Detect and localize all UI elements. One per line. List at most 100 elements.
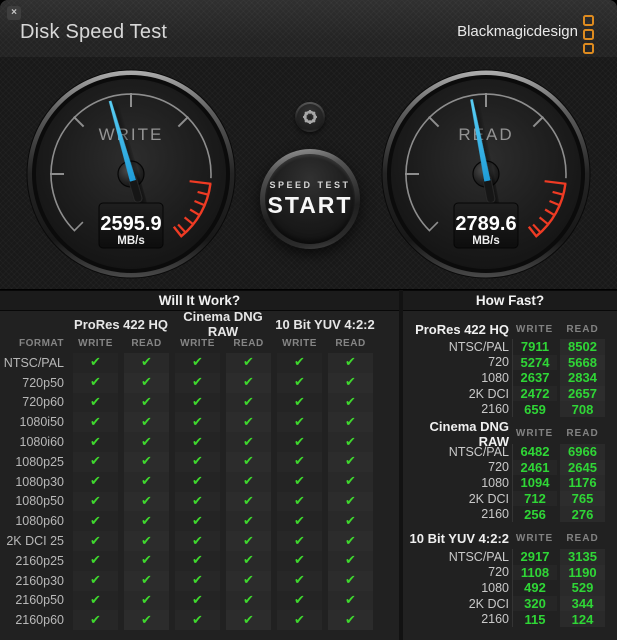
check-icon: ✔	[294, 573, 305, 589]
read-speed-value: 2789.6	[455, 213, 516, 235]
check-cell: ✔	[226, 471, 271, 492]
column-header: WRITE	[180, 337, 215, 349]
write-fps-value: 659	[512, 401, 557, 417]
format-column-header: FORMAT	[18, 337, 64, 349]
check-cell: ✔	[73, 471, 118, 492]
needle-icon	[470, 99, 491, 182]
check-icon: ✔	[294, 355, 305, 371]
check-icon: ✔	[243, 553, 254, 569]
check-icon: ✔	[345, 454, 356, 470]
check-cell: ✔	[124, 353, 169, 373]
table-row: 2160p50 ✔ ✔ ✔ ✔ ✔ ✔	[0, 590, 399, 611]
check-cell: ✔	[73, 610, 118, 631]
check-cell: ✔	[277, 471, 322, 492]
check-icon: ✔	[90, 434, 101, 450]
gauge-area: WRITE 2595.9 MB/s	[0, 57, 617, 290]
table-row: 1080p25 ✔ ✔ ✔ ✔ ✔ ✔	[0, 451, 399, 472]
check-cell: ✔	[175, 372, 220, 393]
check-icon: ✔	[294, 434, 305, 450]
check-cell: ✔	[124, 451, 169, 472]
gear-icon	[303, 110, 317, 124]
check-icon: ✔	[294, 513, 305, 529]
value-display: 2595.9 MB/s	[98, 202, 164, 249]
check-cell: ✔	[175, 412, 220, 433]
check-cell: ✔	[124, 392, 169, 413]
check-cell: ✔	[73, 531, 118, 551]
start-button[interactable]: SPEED TEST START	[260, 149, 360, 249]
check-icon: ✔	[192, 553, 203, 569]
check-cell: ✔	[277, 412, 322, 433]
check-cell: ✔	[328, 590, 373, 611]
codec-group-label: Cinema DNG RAW	[183, 309, 263, 339]
titlebar: × Disk Speed Test Blackmagicdesign	[0, 0, 617, 58]
table-row: 1080p60 ✔ ✔ ✔ ✔ ✔ ✔	[0, 511, 399, 532]
codec-group-headers: ProRes 422 HQ Cinema DNG RAW 10 Bit YUV 4:…	[0, 309, 399, 339]
check-cell: ✔	[226, 491, 271, 512]
read-fps-value: 2657	[560, 385, 605, 402]
gauge-scale-ticks	[405, 93, 567, 232]
table-row: 2160p25 ✔ ✔ ✔ ✔ ✔ ✔	[0, 550, 399, 571]
check-cell: ✔	[175, 353, 220, 373]
read-gauge-needle	[470, 99, 496, 204]
check-cell: ✔	[328, 531, 373, 551]
format-label: 2K DCI 25	[6, 534, 64, 549]
check-icon: ✔	[345, 434, 356, 450]
check-icon: ✔	[192, 375, 203, 391]
format-label: 2160p50	[15, 593, 64, 608]
codec-section: ProRes 422 HQ WRITE READ NTSC/PAL 7911 8502 72…	[403, 320, 617, 417]
check-icon: ✔	[294, 375, 305, 391]
check-cell: ✔	[175, 451, 220, 472]
check-icon: ✔	[192, 612, 203, 628]
format-label: NTSC/PAL	[448, 339, 509, 354]
check-icon: ✔	[90, 533, 101, 549]
check-cell: ✔	[328, 511, 373, 532]
check-icon: ✔	[141, 394, 152, 410]
check-icon: ✔	[141, 573, 152, 589]
check-cell: ✔	[328, 353, 373, 373]
check-cell: ✔	[73, 412, 118, 433]
how-fast-title: How Fast?	[403, 290, 617, 311]
check-icon: ✔	[243, 612, 254, 628]
check-cell: ✔	[226, 570, 271, 591]
table-row: 720p50 ✔ ✔ ✔ ✔ ✔ ✔	[0, 372, 399, 393]
table-row: 1080i60 ✔ ✔ ✔ ✔ ✔ ✔	[0, 432, 399, 452]
column-header: READ	[233, 337, 264, 349]
section-header-row: 10 Bit YUV 4:2:2 WRITE READ	[403, 530, 617, 548]
will-it-work-title: Will It Work?	[0, 290, 399, 311]
read-fps-value: 276	[560, 506, 605, 522]
check-icon: ✔	[345, 355, 356, 371]
check-icon: ✔	[141, 553, 152, 569]
check-cell: ✔	[226, 372, 271, 393]
check-cell: ✔	[124, 610, 169, 631]
format-label: 2K DCI	[468, 596, 509, 611]
value-display: 2789.6 MB/s	[453, 202, 519, 249]
table-row: 2160p60 ✔ ✔ ✔ ✔ ✔ ✔	[0, 610, 399, 631]
check-cell: ✔	[124, 432, 169, 452]
format-label: 720p50	[22, 375, 64, 390]
check-icon: ✔	[243, 434, 254, 450]
format-label: 2K DCI	[468, 491, 509, 506]
column-header: WRITE	[515, 428, 554, 440]
check-icon: ✔	[192, 493, 203, 509]
check-cell: ✔	[124, 550, 169, 571]
close-button[interactable]: ×	[7, 6, 21, 20]
check-cell: ✔	[175, 550, 220, 571]
section-header-row: Cinema DNG RAW WRITE READ	[403, 419, 617, 449]
check-icon: ✔	[345, 592, 356, 608]
check-cell: ✔	[277, 550, 322, 571]
check-icon: ✔	[90, 493, 101, 509]
check-icon: ✔	[294, 592, 305, 608]
settings-button[interactable]	[295, 102, 325, 132]
results-area: Will It Work? ProRes 422 HQ Cinema DNG RA…	[0, 290, 617, 640]
write-gauge-needle	[108, 100, 143, 203]
table-row: NTSC/PAL 7911 8502	[403, 339, 617, 355]
format-label: 1080	[481, 475, 509, 490]
check-icon: ✔	[192, 434, 203, 450]
table-row: 1080 2637 2834	[403, 370, 617, 386]
check-cell: ✔	[73, 550, 118, 571]
check-icon: ✔	[192, 513, 203, 529]
check-icon: ✔	[243, 474, 254, 490]
check-icon: ✔	[141, 375, 152, 391]
check-cell: ✔	[124, 531, 169, 551]
